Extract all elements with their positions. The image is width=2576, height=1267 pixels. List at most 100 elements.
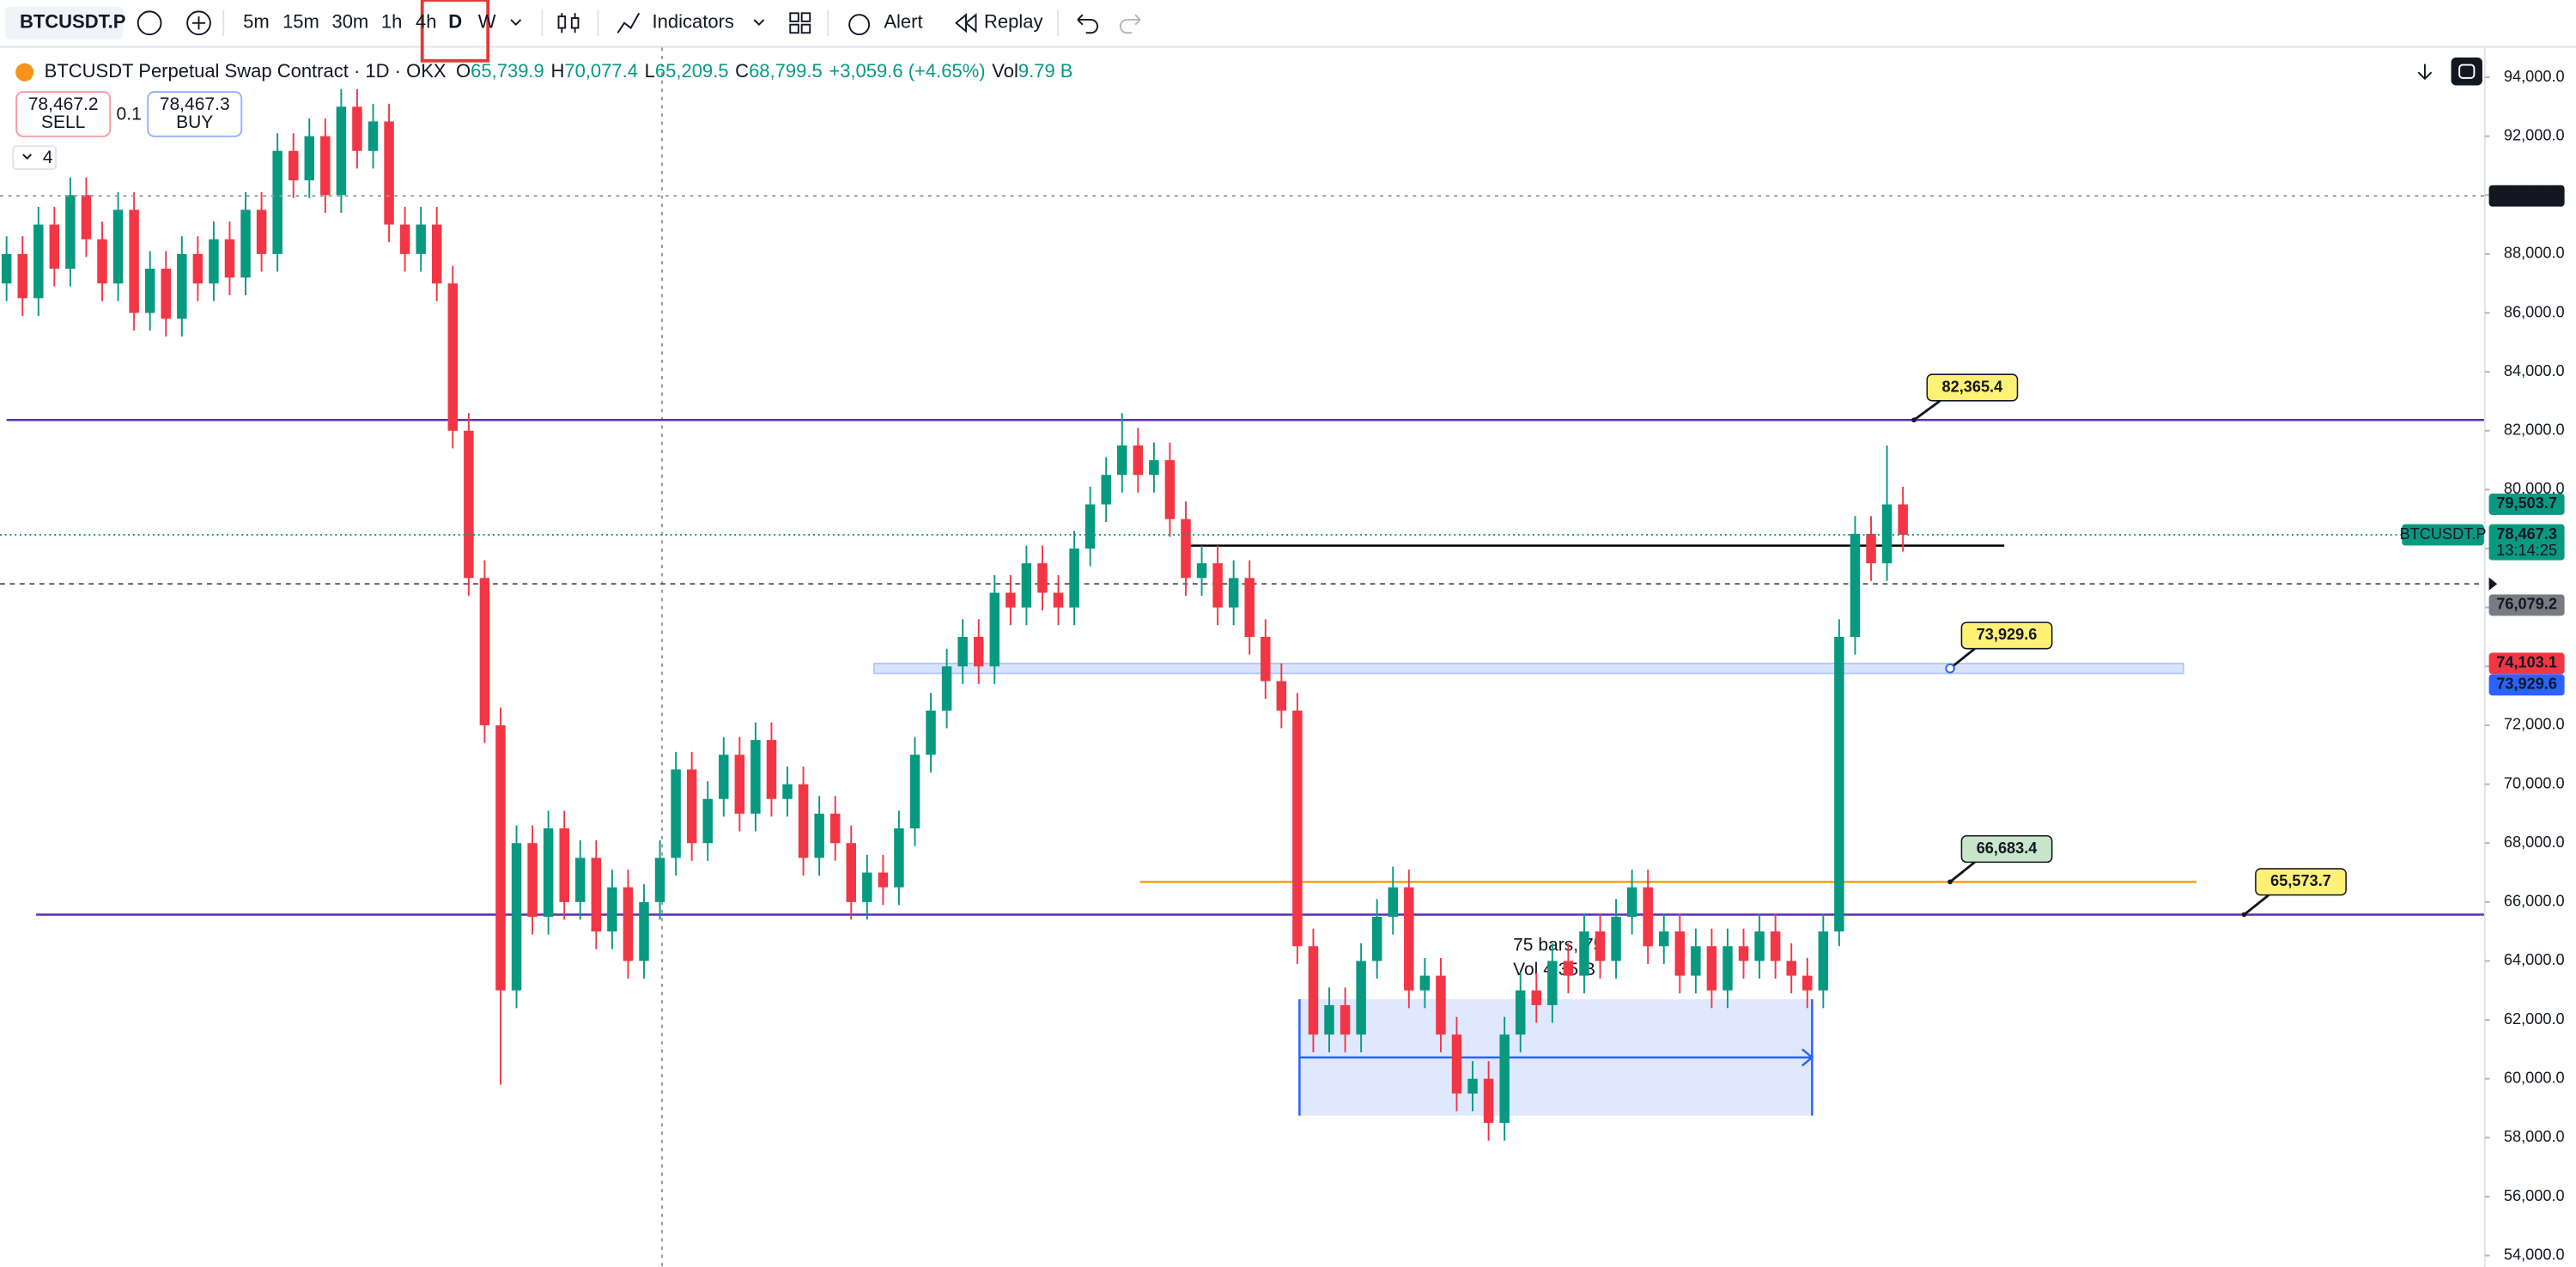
candle-body — [639, 901, 649, 961]
candle-body — [686, 769, 697, 844]
candle-body — [1691, 946, 1701, 976]
add-symbol[interactable] — [186, 10, 211, 36]
candle-body — [1021, 563, 1032, 608]
candle-body — [1261, 636, 1271, 682]
callout-box — [1960, 621, 2053, 650]
y-tick-label: 82,000.0 — [2504, 421, 2565, 439]
layouts-icon[interactable] — [789, 12, 811, 34]
candle-body — [1515, 990, 1526, 1035]
range-arrow — [1299, 1048, 1814, 1067]
candle-body — [973, 636, 984, 667]
candle-body — [1069, 549, 1079, 608]
candle-body — [1659, 931, 1669, 947]
alert-button[interactable]: Alert — [884, 11, 922, 33]
interval-button[interactable]: D — [448, 11, 462, 33]
scroll-icon[interactable] — [2417, 64, 2433, 81]
price-label-bg — [2488, 594, 2565, 616]
y-tick-label: 66,000.0 — [2504, 893, 2565, 910]
indicator-count[interactable]: 4 — [43, 148, 53, 167]
interval-button[interactable]: 4h — [416, 11, 436, 33]
candle-body — [846, 843, 857, 902]
candle-body — [1866, 533, 1876, 564]
alert-icon[interactable] — [848, 14, 871, 36]
price-label: 79,503.7 — [2496, 494, 2557, 512]
indicators-menu[interactable] — [753, 19, 765, 27]
candle-body — [527, 843, 538, 917]
legend-key: Vol — [992, 60, 1018, 82]
candle-body — [894, 828, 904, 888]
candle-body — [1674, 931, 1686, 976]
candle-body — [1531, 990, 1542, 1005]
symbol-icon[interactable] — [137, 10, 162, 36]
candle-body — [368, 121, 379, 151]
candle-body — [33, 224, 44, 299]
legend: BTCUSDT Perpetual Swap Contract · 1D · O… — [45, 60, 1073, 82]
symbol-label-bg — [2402, 524, 2484, 546]
candle-body — [399, 224, 410, 254]
interval-button[interactable]: 1h — [381, 11, 402, 33]
indicators-toggle[interactable] — [12, 145, 58, 171]
candle-body — [272, 150, 283, 254]
legend-key: C — [735, 60, 749, 82]
screenshot-button[interactable] — [2451, 57, 2482, 86]
candle-body — [1133, 445, 1144, 476]
y-tick-label: 70,000.0 — [2504, 774, 2565, 791]
replay-icon[interactable] — [955, 13, 977, 33]
undo[interactable] — [1077, 14, 1098, 34]
candle-body — [1053, 592, 1064, 608]
candle-body — [1898, 504, 1908, 536]
y-tick-label: 84,000.0 — [2504, 362, 2565, 379]
candle-body — [161, 269, 171, 319]
callout-anchor — [1947, 879, 1953, 885]
redo[interactable] — [1119, 14, 1141, 34]
candle-body — [862, 872, 872, 902]
candle-body — [989, 592, 1000, 667]
candle-body — [384, 121, 394, 225]
candle-body — [1244, 578, 1255, 637]
symbol-button[interactable] — [4, 6, 124, 39]
screenshot-icon — [2458, 64, 2476, 79]
legend-title: BTCUSDT Perpetual Swap Contract · 1D · O… — [45, 60, 447, 82]
indicators-toggle-icon — [22, 154, 33, 160]
candle-body — [1706, 946, 1717, 991]
candle-body — [1563, 961, 1574, 976]
candle-body — [49, 224, 60, 270]
candle-body — [1738, 946, 1749, 961]
coin-icon — [15, 63, 34, 82]
y-tick-label: 94,000.0 — [2504, 68, 2565, 85]
interval-button[interactable]: 5m — [243, 11, 270, 33]
buy-price[interactable]: 78,467.3 — [160, 94, 230, 114]
interval-button[interactable]: W — [478, 11, 496, 33]
buy-button[interactable] — [147, 91, 243, 137]
sell-button[interactable] — [15, 91, 112, 137]
candle-body — [320, 136, 331, 196]
candle-body — [654, 858, 665, 902]
candle-body — [607, 887, 617, 932]
candle-body — [1164, 460, 1176, 519]
indicators-button[interactable]: Indicators — [653, 11, 734, 33]
callout-label: 82,365.4 — [1942, 378, 2003, 395]
candle-body — [1084, 504, 1096, 549]
y-tick-label: 62,000.0 — [2504, 1010, 2565, 1028]
legend-value: 65,739.9 — [471, 60, 544, 82]
symbol-text[interactable]: BTCUSDT.P — [20, 11, 125, 33]
range-label: 75 bars, 75 — [1513, 936, 1603, 955]
sell-price[interactable]: 78,467.2 — [28, 94, 99, 114]
replay-button[interactable]: Replay — [984, 11, 1042, 33]
callout-box — [2255, 868, 2347, 896]
quantity[interactable]: 0.1 — [117, 104, 142, 124]
buy-label[interactable]: BUY — [176, 112, 213, 132]
candle-body — [1324, 1004, 1334, 1035]
interval-menu[interactable] — [510, 19, 522, 27]
interval-button[interactable]: 15m — [283, 11, 319, 33]
indicators-icon[interactable] — [617, 12, 641, 33]
candle-body — [1579, 931, 1589, 976]
candle-body — [288, 150, 299, 181]
callout-pointer — [1949, 647, 1976, 670]
sell-label[interactable]: SELL — [41, 112, 85, 132]
candle-body — [112, 209, 124, 284]
candle-body — [591, 858, 602, 932]
interval-button[interactable]: 30m — [331, 11, 368, 33]
